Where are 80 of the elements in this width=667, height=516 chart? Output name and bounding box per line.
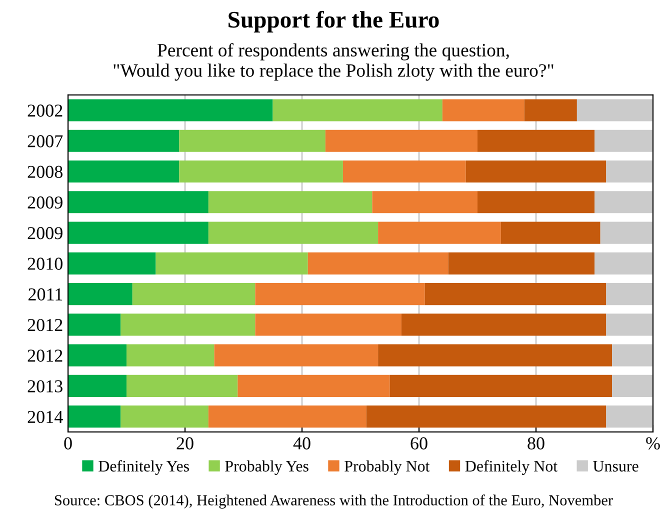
bar <box>68 252 156 274</box>
y-tick-label: 2002 <box>28 104 62 117</box>
bar <box>68 374 127 397</box>
bar <box>255 314 402 336</box>
bar <box>594 252 653 274</box>
bar <box>214 344 378 366</box>
bar <box>612 374 653 397</box>
y-tick-label: 2010 <box>28 258 62 270</box>
bar <box>308 252 448 274</box>
bar <box>238 374 390 397</box>
bar <box>606 314 653 336</box>
bar <box>120 406 208 428</box>
y-tick-label: 2014 <box>28 410 63 424</box>
bar <box>68 222 208 244</box>
legend-label: Probably Yes <box>225 460 308 475</box>
legend-label: Unsure <box>593 460 638 472</box>
bar <box>179 130 326 152</box>
bar <box>448 252 594 274</box>
bar <box>478 191 594 214</box>
bar <box>68 130 180 152</box>
bar <box>156 252 308 274</box>
bar <box>126 374 238 397</box>
bar <box>390 374 612 397</box>
bar <box>68 99 273 122</box>
y-tick-label: 2009 <box>28 227 62 240</box>
bar <box>68 314 121 336</box>
bar <box>325 130 478 152</box>
bar <box>606 283 653 306</box>
x-tick-label: 20 <box>176 437 194 450</box>
bar <box>68 406 121 428</box>
bar <box>68 283 132 306</box>
y-tick-label: 2013 <box>28 380 62 392</box>
y-tick-label: 2012 <box>28 350 62 362</box>
bar <box>120 314 256 336</box>
y-tick-label: 2011 <box>28 288 62 300</box>
bar <box>424 283 606 306</box>
bar <box>366 406 606 428</box>
bar <box>208 406 366 428</box>
bar <box>342 160 466 183</box>
y-tick-label: 2007 <box>28 135 63 148</box>
bar <box>478 130 594 152</box>
bar <box>606 160 653 183</box>
bar <box>401 314 606 336</box>
bar <box>68 191 208 214</box>
bar <box>466 160 606 183</box>
bar <box>208 222 378 244</box>
bar <box>255 283 425 306</box>
bar <box>600 222 653 244</box>
bar <box>272 99 442 122</box>
bar <box>524 99 577 122</box>
source-note: Source: CBOS (2014), Heightened Awareness with the Introduction of the Euro, November <box>54 494 613 509</box>
bar <box>500 222 600 244</box>
bar <box>372 191 478 214</box>
bar <box>126 344 214 366</box>
bar <box>442 99 524 122</box>
bar <box>594 191 653 214</box>
legend-label: Probably Not <box>344 460 430 475</box>
bar <box>68 344 127 366</box>
bar <box>68 160 180 183</box>
chart-subtitle: Percent of respondents answering the question, "Would you like to replace the Polish zloty with the euro?" <box>114 43 554 81</box>
legend-label: Definitely Not <box>465 460 558 475</box>
y-tick-label: 2008 <box>28 166 62 178</box>
x-tick-label: 60 <box>410 437 428 450</box>
x-tick-label: % <box>646 437 660 450</box>
bar <box>208 191 372 214</box>
x-tick-label: 0 <box>64 437 72 450</box>
chart-title: Support for the Euro <box>228 10 439 32</box>
legend-label: Definitely Yes <box>98 460 189 475</box>
y-tick-label: 2009 <box>28 196 62 209</box>
bar <box>179 160 343 183</box>
bar <box>378 222 501 244</box>
bar <box>576 99 653 122</box>
bar <box>594 130 653 152</box>
bar <box>612 344 653 366</box>
y-tick-label: 2012 <box>28 318 62 332</box>
bar <box>132 283 256 306</box>
x-tick-label: 40 <box>293 437 310 450</box>
x-tick-label: 80 <box>528 437 544 450</box>
bar <box>606 406 653 428</box>
bar <box>378 344 612 366</box>
